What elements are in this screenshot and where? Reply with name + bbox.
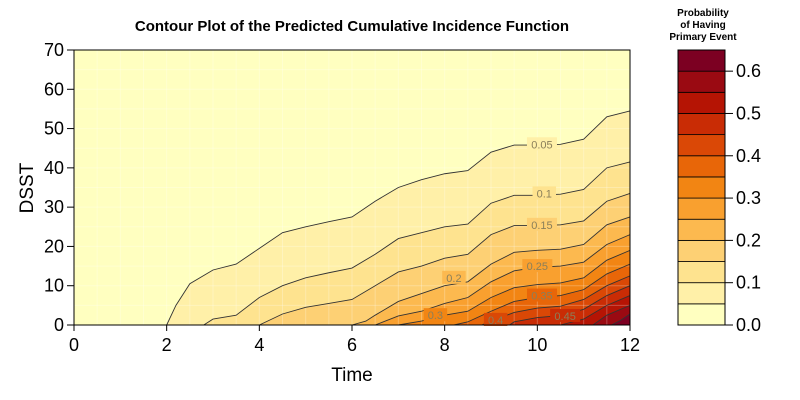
- contour-label-bg: [526, 288, 557, 302]
- colorbar-swatch-6: [677, 176, 726, 199]
- contour-label-0.1: 0.1: [537, 188, 552, 200]
- contour-label-bg: [423, 308, 448, 322]
- contour-label-0.15: 0.15: [531, 220, 552, 232]
- colorbar-tick-label: 0.1: [736, 273, 761, 293]
- contour-line-0.25: [375, 234, 631, 326]
- colorbar-swatch-4: [677, 218, 726, 241]
- x-tick-label: 10: [527, 335, 547, 355]
- colorbar-frame: [677, 49, 726, 326]
- y-tick-label: 30: [44, 197, 64, 217]
- colorbar-title-line: Probability: [677, 8, 729, 19]
- contour-label-0.35: 0.35: [531, 291, 552, 303]
- colorbar-swatch-10: [677, 91, 726, 114]
- contour-label-0.45: 0.45: [554, 311, 575, 323]
- contour-label-0.3: 0.3: [428, 310, 443, 322]
- colorbar-tick-label: 0.5: [736, 103, 761, 123]
- colorbar-tick-label: 0.3: [736, 188, 761, 208]
- chart-title: Contour Plot of the Predicted Cumulative…: [135, 18, 569, 35]
- y-tick-label: 0: [54, 315, 64, 335]
- contour-label-bg: [526, 137, 557, 151]
- x-axis: 0 2 4 6 8 10 12: [69, 325, 640, 355]
- x-tick-label: 4: [254, 335, 264, 355]
- contour-label-0.25: 0.25: [527, 261, 548, 273]
- colorbar-title-line: Primary Event: [669, 32, 737, 43]
- y-axis: 0 10 20 30 40 50 60 70: [44, 40, 74, 335]
- y-tick-label: 50: [44, 119, 64, 139]
- band-12: [611, 314, 630, 325]
- contour-label-bg: [532, 186, 557, 200]
- y-tick-label: 70: [44, 40, 64, 60]
- x-tick-label: 0: [69, 335, 79, 355]
- colorbar-swatch-8: [677, 134, 726, 157]
- colorbar-tick-label: 0.6: [736, 61, 761, 81]
- y-tick-label: 10: [44, 276, 64, 296]
- contour-line-0.5: [560, 295, 631, 326]
- y-tick-label: 60: [44, 79, 64, 99]
- colorbar-swatch-1: [677, 282, 726, 305]
- colorbar-swatch-3: [677, 239, 726, 262]
- contour-line-0.2: [351, 216, 631, 326]
- contour-labels: 0.05 0.1 0.15 0.2 0.25 0.3 0.35 0.4 0.45: [423, 137, 581, 327]
- contour-line-0.1: [203, 161, 631, 326]
- contour-line-0.15: [259, 192, 631, 326]
- x-tick-label: 6: [347, 335, 357, 355]
- colorbar-tick-label: 0.4: [736, 146, 761, 166]
- contour-line-0.6: [611, 313, 631, 326]
- colorbar-swatch-0: [677, 303, 726, 326]
- colorbar-swatch-11: [677, 70, 726, 93]
- y-axis-label: DSST: [17, 162, 38, 213]
- colorbar-tick-label: 0.0: [736, 315, 761, 335]
- contour-line-0.55: [592, 304, 631, 326]
- colorbar-tick-label: 0.2: [736, 230, 761, 250]
- colorbar-title-line: of Having: [680, 20, 726, 31]
- y-tick-label: 40: [44, 158, 64, 178]
- contour-label-bg: [526, 217, 557, 231]
- y-tick-label: 20: [44, 236, 64, 256]
- x-tick-label: 8: [440, 335, 450, 355]
- x-tick-label: 12: [620, 335, 640, 355]
- contour-label-bg: [442, 270, 466, 284]
- x-axis-label: Time: [331, 365, 373, 386]
- contour-label-bg: [522, 259, 553, 273]
- contour-label-0.2: 0.2: [446, 273, 461, 285]
- colorbar-swatch-12: [677, 49, 726, 72]
- contour-label-0.05: 0.05: [531, 139, 552, 151]
- colorbar-swatch-2: [677, 261, 726, 284]
- contour-label-bg: [550, 308, 581, 322]
- colorbar-swatch-7: [677, 155, 726, 178]
- contour-label-bg: [483, 312, 508, 326]
- x-tick-label: 2: [162, 335, 172, 355]
- contour-label-0.4: 0.4: [488, 315, 503, 327]
- colorbar-swatch-9: [677, 113, 726, 136]
- colorbar-swatch-5: [677, 197, 726, 220]
